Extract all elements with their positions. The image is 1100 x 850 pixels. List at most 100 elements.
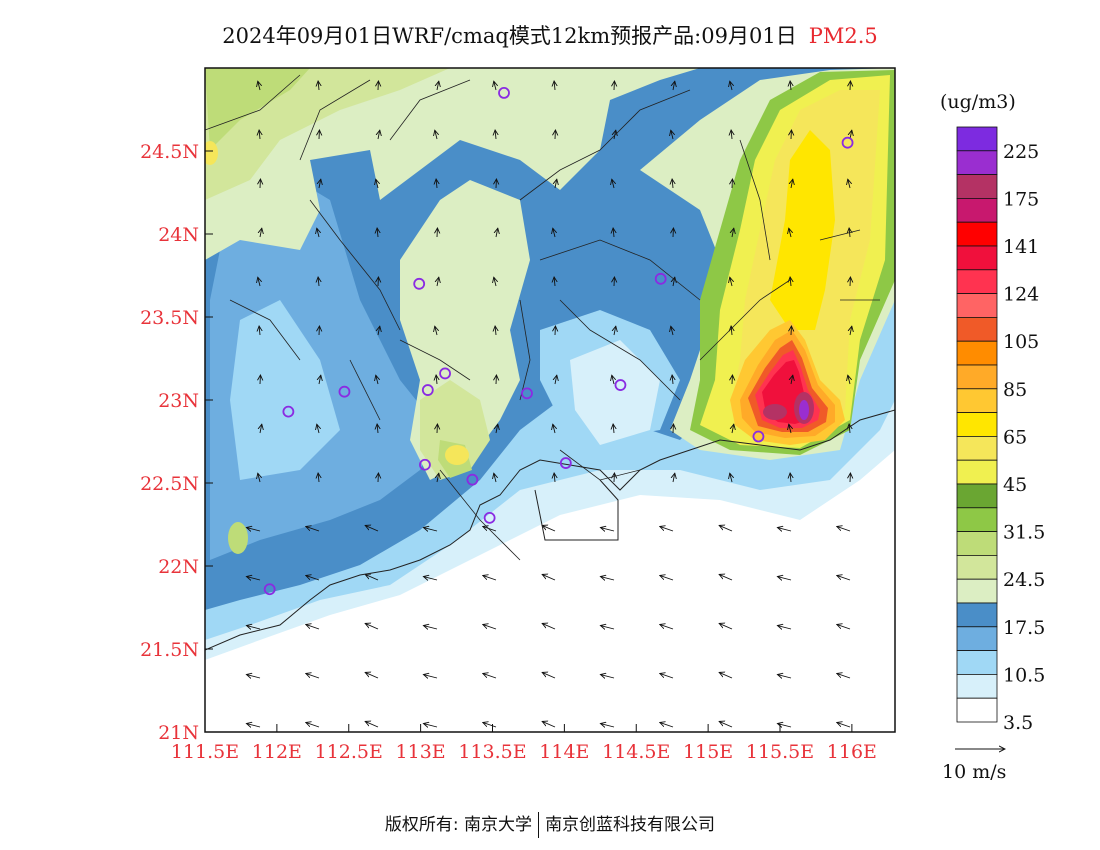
wind-arrow <box>600 528 615 531</box>
wind-arrow <box>494 473 496 483</box>
colorbar-segment <box>956 412 998 437</box>
wind-arrow <box>777 675 792 678</box>
wind-arrow <box>365 574 379 581</box>
wind-arrow <box>365 721 379 728</box>
wind-arrow <box>837 673 851 679</box>
wind-arrow <box>660 526 674 532</box>
wind-arrow <box>789 228 791 238</box>
wind-arrow <box>719 623 733 630</box>
colorbar-unit: (ug/m3) <box>940 91 1016 113</box>
colorbar-segment <box>956 626 998 651</box>
wind-arrow <box>837 575 851 581</box>
colorbar-label: 3.5 <box>1003 712 1033 734</box>
wind-vector-layer <box>246 81 910 727</box>
wind-arrow <box>671 130 673 140</box>
colorbar-label: 10.5 <box>1003 664 1045 686</box>
wind-arrow <box>494 81 496 91</box>
colorbar-segment <box>956 674 998 699</box>
station-marker <box>521 387 533 400</box>
colorbar-segment <box>956 435 998 461</box>
wind-arrow <box>483 575 497 581</box>
wind-arrow <box>376 375 378 385</box>
lon-tick-label: 116E <box>827 741 877 763</box>
wind-arrow <box>719 525 733 532</box>
wind-arrow <box>777 577 792 580</box>
colorbar-segment <box>956 388 998 413</box>
wind-arrow <box>600 724 615 727</box>
wind-arrow <box>365 672 379 679</box>
wind-arrow <box>494 277 496 287</box>
concentration-field <box>205 68 895 732</box>
colorbar-segment <box>956 126 998 152</box>
wind-arrow <box>542 721 556 728</box>
colorbar-segment <box>956 245 998 271</box>
wind-arrow <box>423 528 438 531</box>
wind-arrow <box>496 228 498 238</box>
wind-arrow <box>378 326 380 336</box>
wind-arrow <box>837 526 851 532</box>
wind-arrow <box>483 526 497 532</box>
wind-arrow <box>542 525 556 532</box>
lat-tick-label: 22.5N <box>140 473 199 495</box>
wind-arrow <box>896 525 909 531</box>
station-marker <box>282 405 295 418</box>
wind-arrow <box>542 574 556 581</box>
wind-arrow <box>496 424 498 434</box>
wind-arrow <box>600 675 615 678</box>
wind-arrow <box>896 574 909 580</box>
lon-tick-label: 113.5E <box>458 741 526 763</box>
colorbar-segment <box>956 293 998 318</box>
station-marker <box>413 277 426 290</box>
wind-arrow <box>790 473 791 483</box>
wind-arrow <box>660 722 674 728</box>
wind-arrow <box>896 672 909 678</box>
colorbar-segment <box>956 150 998 176</box>
colorbar-label: 175 <box>1003 188 1039 210</box>
lon-tick-label: 115E <box>683 741 733 763</box>
wind-arrow <box>909 81 911 90</box>
wind-arrow <box>730 81 732 91</box>
lon-tick-label: 111.5E <box>171 741 239 763</box>
wind-arrow <box>555 179 557 189</box>
wind-arrow <box>909 473 911 482</box>
station-marker <box>614 379 627 391</box>
wind-arrow <box>318 81 319 91</box>
wind-arrow <box>909 277 911 286</box>
lat-tick-label: 23N <box>158 390 199 412</box>
wind-arrow <box>613 424 614 434</box>
wind-legend-label: 10 m/s <box>942 761 1006 783</box>
wind-arrow <box>719 672 733 679</box>
wind-arrow <box>600 626 615 629</box>
wind-arrow <box>790 81 791 91</box>
wind-arrow <box>317 228 319 238</box>
wind-arrow <box>376 179 378 189</box>
wind-arrow <box>719 721 733 728</box>
lat-tick-label: 23.5N <box>140 307 199 329</box>
lon-tick-label: 114.5E <box>602 741 670 763</box>
monitoring-stations <box>263 87 854 596</box>
lat-tick-label: 21N <box>158 722 199 744</box>
wind-arrow <box>730 473 732 483</box>
wind-arrow <box>483 624 497 630</box>
colorbar-segment <box>956 531 998 556</box>
wind-arrow <box>260 228 262 238</box>
wind-arrow <box>777 528 792 531</box>
wind-arrow <box>731 326 732 336</box>
wind-arrow <box>436 375 437 385</box>
wind-arrow <box>850 326 852 336</box>
lat-tick-label: 21.5N <box>140 639 199 661</box>
lat-tick-label: 24.5N <box>140 141 199 163</box>
station-marker <box>419 458 431 471</box>
colorbar-segment <box>956 650 998 675</box>
wind-arrow <box>673 277 675 287</box>
wind-arrow <box>660 575 674 581</box>
wind-arrow <box>837 624 851 630</box>
wind-arrow <box>319 179 321 189</box>
lon-tick-label: 112.5E <box>315 741 383 763</box>
colorbar-segment <box>956 483 998 509</box>
station-marker <box>338 385 351 398</box>
station-marker <box>263 583 276 596</box>
wind-arrow <box>614 326 616 336</box>
map-title: 2024年09月01日WRF/cmaq模式12km预报产品:09月01日 PM2.… <box>0 20 1100 50</box>
